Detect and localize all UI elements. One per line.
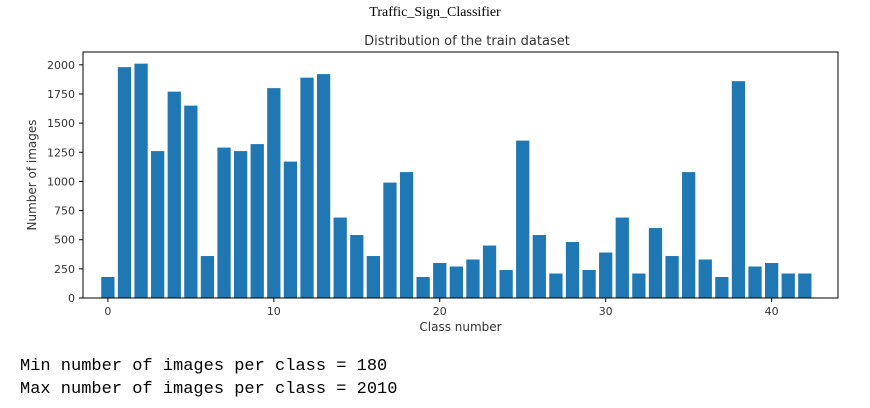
bar-class-41: [781, 273, 795, 298]
bar-class-32: [632, 273, 646, 298]
bar-class-15: [350, 235, 364, 298]
bar-class-30: [599, 252, 613, 298]
y-tick-label: 0: [68, 292, 75, 305]
bar-class-20: [433, 263, 447, 298]
bar-class-34: [665, 256, 679, 298]
axis-ticks: 0 10 20 30 40 0 250 500 750 1000 1250 1500 1750 2000: [47, 59, 779, 318]
bar-class-3: [151, 151, 165, 298]
bar-class-11: [283, 161, 298, 298]
bar-class-4: [167, 91, 181, 298]
x-tick-label: 30: [599, 305, 613, 318]
bar-class-2: [134, 63, 148, 298]
y-tick-label: 250: [54, 263, 75, 276]
chart-title: Distribution of the train dataset: [364, 34, 570, 49]
bar-class-23: [482, 245, 497, 298]
y-tick-label: 1000: [47, 175, 75, 188]
bar-class-10: [267, 88, 281, 298]
y-tick-label: 1250: [47, 146, 75, 159]
bar-class-0: [101, 277, 115, 298]
bar-class-5: [184, 105, 198, 298]
bar-class-6: [200, 256, 215, 298]
bar-class-8: [234, 151, 248, 298]
bar-class-26: [532, 235, 546, 298]
bar-class-39: [748, 266, 762, 298]
y-tick-label: 1750: [47, 88, 75, 101]
max-images-line: Max number of images per class = 2010: [20, 380, 398, 399]
x-tick-label: 40: [765, 305, 779, 318]
bar-class-19: [416, 277, 430, 298]
notebook-title: Traffic_Sign_Classifier: [369, 5, 501, 20]
train-distribution-chart: Distribution of the train dataset 0 10 20 3…: [25, 34, 839, 334]
bars: [101, 63, 812, 299]
bar-class-12: [300, 77, 314, 299]
bar-class-14: [333, 217, 347, 298]
bar-class-27: [549, 273, 563, 298]
bar-class-9: [250, 144, 264, 298]
x-axis-label: Class number: [419, 320, 501, 334]
x-tick-label: 10: [267, 305, 281, 318]
x-tick-label: 0: [104, 305, 111, 318]
bar-class-31: [615, 217, 629, 298]
bar-class-28: [565, 242, 580, 298]
bar-class-35: [682, 172, 696, 298]
bar-class-40: [764, 263, 779, 298]
bar-class-38: [731, 81, 746, 299]
bar-class-13: [316, 74, 331, 299]
bar-class-7: [217, 147, 231, 298]
bar-class-22: [466, 259, 480, 298]
x-tick-label: 20: [433, 305, 447, 318]
bar-class-36: [698, 259, 712, 298]
bar-class-1: [117, 67, 132, 298]
y-tick-label: 750: [54, 205, 75, 218]
bar-class-29: [582, 270, 596, 298]
bar-class-33: [648, 228, 663, 298]
output-text: Min number of images per class = 180 Max …: [20, 355, 397, 401]
bar-class-42: [798, 273, 812, 298]
bar-class-24: [499, 270, 513, 298]
bar-class-21: [449, 266, 463, 298]
bar-class-25: [516, 140, 530, 298]
bar-class-16: [366, 256, 381, 298]
y-tick-label: 1500: [47, 117, 75, 130]
y-tick-label: 500: [54, 234, 75, 247]
bar-class-18: [399, 172, 414, 298]
y-tick-label: 2000: [47, 59, 75, 72]
y-axis-label: Number of images: [25, 119, 39, 230]
min-images-line: Min number of images per class = 180: [20, 357, 388, 376]
bar-class-37: [715, 277, 729, 298]
plot-frame: [82, 51, 839, 299]
bar-class-17: [383, 182, 397, 298]
